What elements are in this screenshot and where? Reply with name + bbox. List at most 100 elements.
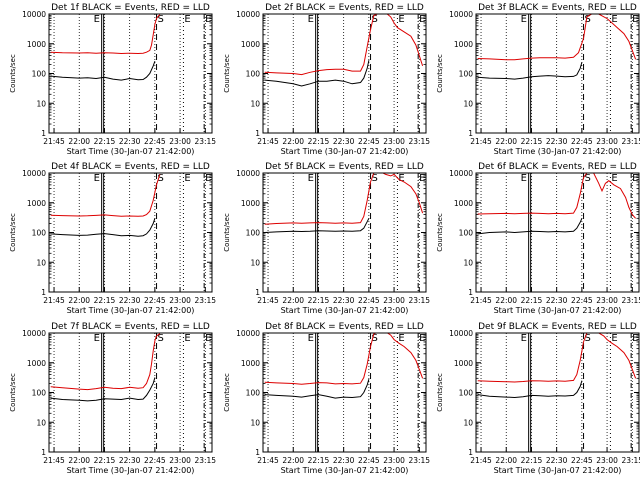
panel-det-8: Det 8f BLACK = Events, RED = LLD Counts/s…: [223, 322, 430, 475]
x-axis-label: Start Time (30-Jan-07 21:42:00): [281, 306, 409, 315]
y-tick-label: 10000: [22, 329, 46, 338]
series-lld-line: [264, 173, 424, 225]
series-lld-line: [264, 333, 424, 385]
x-tick-label: 22:30: [546, 456, 568, 465]
x-tick-label: 23:15: [194, 456, 216, 465]
x-tick-label: 23:00: [383, 456, 405, 465]
x-tick-label: 22:15: [521, 456, 543, 465]
x-tick-label: 22:30: [119, 137, 141, 146]
x-tick-label: 22:00: [495, 456, 517, 465]
y-tick-label: 1: [468, 448, 473, 457]
x-tick-label: 23:15: [408, 137, 430, 146]
y-tick-label: 1: [468, 288, 473, 297]
x-tick-label: 23:15: [621, 456, 640, 465]
x-tick-label: 22:45: [144, 456, 166, 465]
x-tick-label: 23:15: [194, 137, 216, 146]
plot-frame: [262, 332, 427, 453]
y-tick-label: 100: [32, 389, 47, 398]
y-tick-label: 100: [459, 70, 474, 79]
y-tick-label: 1000: [454, 199, 473, 208]
x-tick-label: 21:45: [470, 296, 492, 305]
y-tick-label: 10: [250, 258, 260, 267]
panel-title: Det 8f BLACK = Events, RED = LLD: [265, 322, 424, 332]
y-tick-label: 10000: [449, 169, 473, 178]
y-tick-label: 10: [463, 99, 473, 108]
y-tick-label: 1: [468, 129, 473, 138]
x-tick-label: 21:45: [470, 456, 492, 465]
x-tick-label: 22:30: [333, 456, 355, 465]
y-tick-label: 1000: [27, 359, 46, 368]
panel-det-9: Det 9f BLACK = Events, RED = LLD Counts/s…: [436, 322, 640, 475]
series-events-line: [477, 380, 583, 399]
event-marker-label: S: [372, 173, 378, 184]
event-marker-label: E: [611, 333, 617, 344]
y-tick-label: 100: [32, 229, 47, 238]
plot-frame: [475, 332, 640, 453]
series-lld-line: [477, 173, 636, 219]
x-axis-label: Start Time (30-Jan-07 21:42:00): [494, 306, 622, 315]
y-axis-label: Counts/sec: [223, 213, 231, 252]
panel-title: Det 2f BLACK = Events, RED = LLD: [265, 3, 424, 13]
plot-area: [50, 333, 161, 402]
event-marker-label: E: [611, 173, 617, 184]
series-lld-line: [50, 333, 161, 391]
event-marker-label: E: [308, 173, 314, 184]
x-tick-label: 22:45: [571, 456, 593, 465]
event-marker-label: E: [184, 173, 190, 184]
event-marker-label: E: [419, 333, 425, 344]
x-tick-label: 23:00: [169, 456, 191, 465]
x-tick-label: 23:00: [596, 296, 618, 305]
x-tick-label: 23:15: [408, 296, 430, 305]
event-marker-label: E: [611, 14, 617, 25]
event-marker-label: E: [94, 333, 100, 344]
y-tick-label: 1000: [241, 359, 260, 368]
event-marker-label: E: [398, 333, 404, 344]
plot-frame: [262, 13, 427, 134]
y-axis-label: Counts/sec: [9, 54, 17, 93]
y-tick-label: 1: [41, 448, 46, 457]
x-tick-label: 23:15: [194, 296, 216, 305]
x-tick-label: 22:15: [94, 137, 116, 146]
y-tick-label: 1000: [27, 199, 46, 208]
x-tick-label: 21:45: [43, 296, 65, 305]
x-tick-label: 23:15: [621, 296, 640, 305]
series-events-line: [50, 377, 156, 402]
y-tick-label: 1: [255, 448, 260, 457]
plot-frame: [475, 13, 640, 134]
plot-area: [477, 14, 637, 80]
y-tick-label: 1000: [454, 359, 473, 368]
event-marker-label: E: [184, 14, 190, 25]
panel-title: Det 5f BLACK = Events, RED = LLD: [265, 162, 424, 172]
y-axis-label: Counts/sec: [9, 373, 17, 412]
y-tick-label: 10000: [236, 169, 260, 178]
x-tick-label: 22:15: [94, 456, 116, 465]
x-tick-label: 22:15: [308, 137, 330, 146]
y-tick-label: 10: [250, 418, 260, 427]
y-tick-label: 100: [246, 229, 261, 238]
y-axis-label: Counts/sec: [9, 213, 17, 252]
panel-title: Det 4f BLACK = Events, RED = LLD: [51, 162, 210, 172]
y-tick-label: 100: [32, 70, 47, 79]
x-tick-label: 22:45: [571, 296, 593, 305]
x-tick-label: 22:00: [68, 296, 90, 305]
event-marker-label: S: [585, 173, 591, 184]
panel-det-3: Det 3f BLACK = Events, RED = LLD Counts/s…: [436, 3, 640, 156]
y-tick-label: 100: [459, 389, 474, 398]
y-tick-label: 10000: [236, 10, 260, 19]
x-tick-label: 22:30: [333, 137, 355, 146]
y-tick-label: 1000: [27, 40, 46, 49]
event-marker-label: E: [184, 333, 190, 344]
x-tick-label: 23:15: [408, 456, 430, 465]
x-tick-label: 22:45: [358, 137, 380, 146]
x-tick-label: 21:45: [470, 137, 492, 146]
x-tick-label: 22:30: [546, 296, 568, 305]
event-marker-label: E: [398, 14, 404, 25]
plot-area: [264, 14, 424, 87]
event-marker-label: E: [205, 173, 211, 184]
series-events-line: [264, 60, 370, 87]
x-tick-label: 22:15: [94, 296, 116, 305]
panel-title: Det 6f BLACK = Events, RED = LLD: [478, 162, 637, 172]
x-tick-label: 22:00: [68, 456, 90, 465]
x-tick-label: 21:45: [43, 456, 65, 465]
